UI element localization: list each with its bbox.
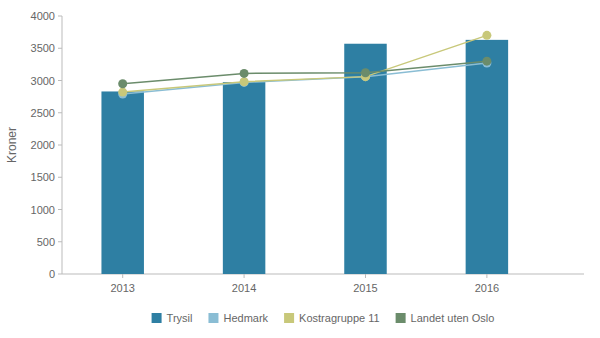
bar xyxy=(344,44,386,274)
y-tick xyxy=(58,80,62,81)
y-tick xyxy=(58,241,62,242)
y-tick-label: 1000 xyxy=(31,204,55,216)
y-tick xyxy=(58,177,62,178)
legend-label: Landet uten Oslo xyxy=(411,312,495,324)
y-tick xyxy=(58,112,62,113)
marker xyxy=(482,31,491,40)
marker xyxy=(482,57,491,66)
y-tick-label: 2500 xyxy=(31,107,55,119)
legend-swatch xyxy=(284,313,294,323)
y-tick-label: 3500 xyxy=(31,42,55,54)
y-tick-label: 1500 xyxy=(31,171,55,183)
y-tick-label: 0 xyxy=(49,268,55,280)
marker xyxy=(240,77,249,86)
bar xyxy=(466,40,508,274)
x-tick xyxy=(244,274,245,278)
y-axis: 0 500 1000 1500 2000 2500 3000 3500 4000 Kroner xyxy=(5,10,62,280)
legend-item: Landet uten Oslo xyxy=(396,312,495,324)
y-tick xyxy=(58,16,62,17)
x-tick xyxy=(122,274,123,278)
legend-label: Trysil xyxy=(167,312,193,324)
legend-item: Trysil xyxy=(152,312,193,324)
line xyxy=(123,35,487,92)
marker xyxy=(240,69,249,78)
legend-label: Kostragruppe 11 xyxy=(299,312,380,324)
bar xyxy=(223,82,265,274)
plot-marks xyxy=(101,31,508,274)
y-tick xyxy=(58,145,62,146)
legend-swatch xyxy=(208,313,218,323)
x-tick-label: 2015 xyxy=(353,282,377,294)
legend-item: Hedmark xyxy=(208,312,268,324)
marker xyxy=(361,68,370,77)
line xyxy=(123,61,487,84)
chart: 0 500 1000 1500 2000 2500 3000 3500 4000 Kroner 20… xyxy=(0,0,600,338)
legend-label: Hedmark xyxy=(223,312,268,324)
x-axis: 2013 2014 2015 2016 xyxy=(62,274,584,294)
marker xyxy=(240,78,249,87)
y-tick-label: 500 xyxy=(37,236,55,248)
legend-swatch xyxy=(152,313,162,323)
bar xyxy=(101,91,143,274)
x-tick xyxy=(365,274,366,278)
y-tick-label: 4000 xyxy=(31,10,55,22)
x-tick-label: 2016 xyxy=(475,282,499,294)
legend: Trysil Hedmark Kostragruppe 11 Landet uten … xyxy=(152,312,495,324)
y-tick-label: 3000 xyxy=(31,75,55,87)
x-tick xyxy=(486,274,487,278)
y-axis-label: Kroner xyxy=(5,127,19,163)
y-tick xyxy=(58,209,62,210)
x-tick-label: 2014 xyxy=(232,282,256,294)
y-tick-label: 2000 xyxy=(31,139,55,151)
legend-swatch xyxy=(396,313,406,323)
y-tick xyxy=(58,274,62,275)
legend-item: Kostragruppe 11 xyxy=(284,312,380,324)
marker xyxy=(118,79,127,88)
y-tick xyxy=(58,48,62,49)
x-tick-label: 2013 xyxy=(110,282,134,294)
marker xyxy=(118,88,127,97)
y-axis-line xyxy=(62,16,63,274)
